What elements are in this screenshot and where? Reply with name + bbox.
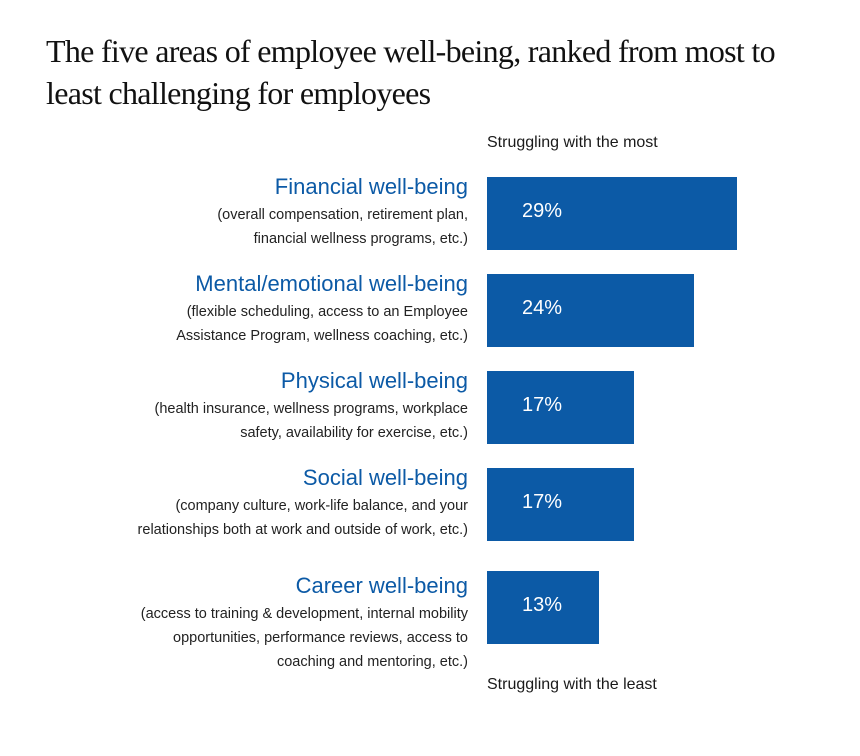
chart-title: The five areas of employee well-being, r… [46,33,776,111]
category-description-line: financial wellness programs, etc.) [253,231,468,247]
category-name: Financial well-being [274,174,468,199]
bar-value-label: 24% [522,297,563,319]
category-description-line: (health insurance, wellness programs, wo… [154,401,468,417]
category-label: Physical well-being (health insurance, we… [28,367,468,445]
category-description-line: (overall compensation, retirement plan, [217,207,468,223]
category-name: Social well-being [302,465,468,490]
category-description-line: relationships both at work and outside o… [137,522,468,538]
bar [487,571,599,644]
category-label: Financial well-being (overall compensatio… [28,173,468,251]
category-name: Career well-being [295,573,468,598]
category-label: Career well-being (access to training & d… [28,572,468,674]
category-name: Mental/emotional well-being [195,271,468,296]
bar [487,468,634,541]
bar [487,274,694,347]
category-description-line: Assistance Program, wellness coaching, e… [176,328,468,344]
category-label: Mental/emotional well-being (flexible sch… [28,270,468,348]
category-description-line: (company culture, work-life balance, and… [175,498,468,514]
bar-value-label: 13% [522,594,563,616]
category-label: Social well-being (company culture, work-… [28,464,468,542]
axis-note-top: Struggling with the most [487,134,658,151]
category-description-line: opportunities, performance reviews, acce… [173,630,468,646]
category-description-line: coaching and mentoring, etc.) [276,654,468,670]
axis-note-bottom: Struggling with the least [487,676,657,693]
category-description-line: safety, availability for exercise, etc.) [240,425,468,441]
category-description-line: (access to training & development, inter… [140,606,468,622]
category-name: Physical well-being [280,368,468,393]
category-description-line: (flexible scheduling, access to an Emplo… [186,304,468,320]
bar-value-label: 17% [522,394,563,416]
bar-value-label: 17% [522,491,563,513]
bar-value-label: 29% [522,200,563,222]
bar [487,177,737,250]
bar [487,371,634,444]
